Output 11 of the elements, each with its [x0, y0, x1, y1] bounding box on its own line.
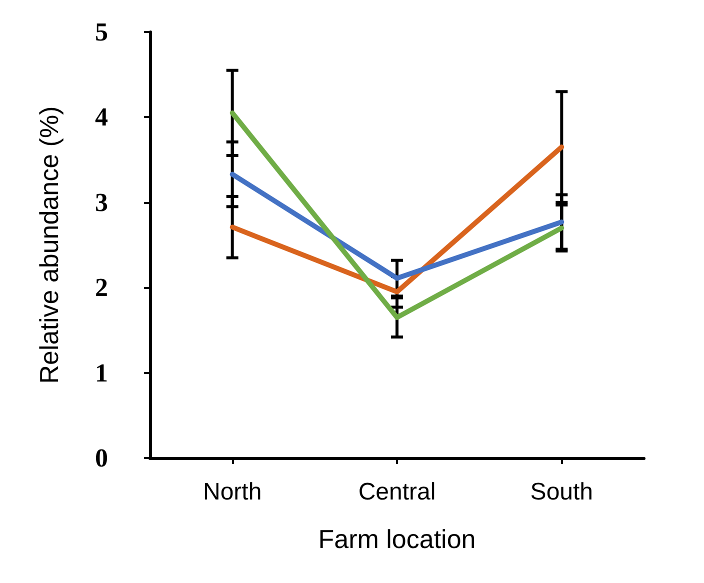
y-axis-title: Relative abundance (%) [34, 106, 64, 384]
y-tick-label: 1 [95, 358, 108, 388]
y-tick-label: 2 [95, 273, 108, 302]
x-axis-title: Farm location [318, 524, 476, 554]
x-tick-label: Central [358, 478, 436, 506]
y-tick-label: 3 [95, 188, 108, 217]
y-tick-label: 4 [95, 102, 108, 132]
y-tick-label: 0 [95, 444, 108, 472]
x-tick-label: North [202, 478, 262, 506]
x-tick-label: South [530, 478, 594, 506]
y-tick-label: 5 [95, 18, 108, 46]
